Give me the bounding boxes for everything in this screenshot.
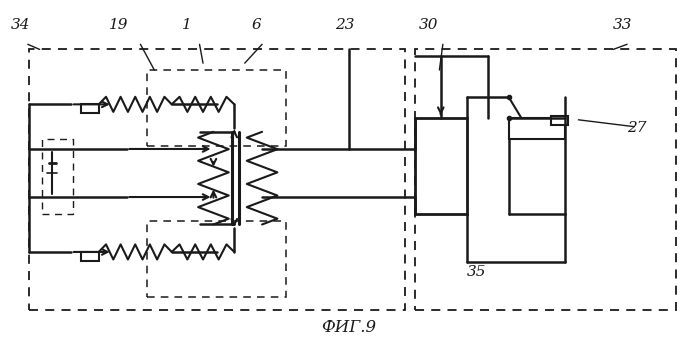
Text: 33: 33 <box>613 18 632 32</box>
Polygon shape <box>415 118 467 214</box>
Polygon shape <box>551 116 568 125</box>
Text: 19: 19 <box>109 18 128 32</box>
Text: 34: 34 <box>10 18 30 32</box>
Text: ФИГ.9: ФИГ.9 <box>322 319 376 336</box>
Text: 1: 1 <box>182 18 192 32</box>
Polygon shape <box>82 252 98 261</box>
Text: 35: 35 <box>467 265 487 279</box>
Text: 30: 30 <box>419 18 438 32</box>
Text: 27: 27 <box>627 121 646 135</box>
Text: 6: 6 <box>252 18 262 32</box>
Polygon shape <box>82 104 98 113</box>
Text: 23: 23 <box>335 18 355 32</box>
Polygon shape <box>509 118 565 139</box>
